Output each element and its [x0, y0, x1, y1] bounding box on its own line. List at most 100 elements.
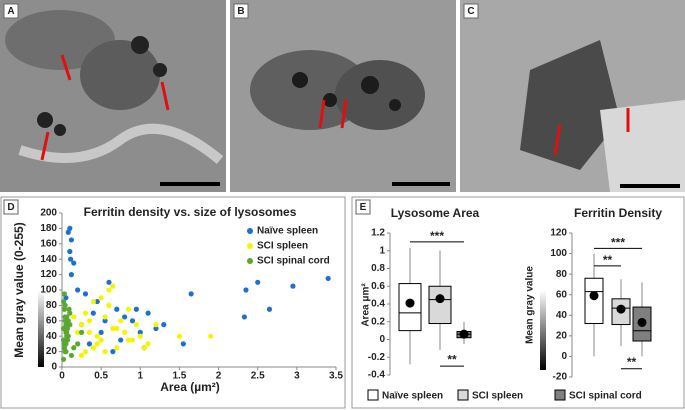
- x-tick-label: 3.5: [329, 371, 343, 382]
- chart-title: Lysosome Area: [391, 206, 480, 220]
- x-tick-label: 0.5: [94, 371, 108, 382]
- significance: **: [627, 355, 637, 369]
- point: [114, 306, 120, 312]
- panel-label: C: [467, 6, 474, 17]
- point: [66, 306, 72, 312]
- point: [153, 325, 159, 332]
- panel-d-frame: [0, 196, 346, 409]
- point: [75, 341, 81, 347]
- legend-swatch: [367, 389, 379, 401]
- point: [67, 310, 73, 316]
- point: [188, 291, 194, 297]
- y-tick-label: 0: [379, 334, 385, 345]
- point: [60, 356, 67, 362]
- point: [266, 306, 273, 312]
- micrograph-c: [460, 0, 685, 192]
- significance: ***: [611, 236, 625, 250]
- x-tick-label: 3: [294, 371, 300, 382]
- point: [62, 318, 68, 324]
- point: [94, 298, 100, 305]
- point: [106, 287, 112, 293]
- point: [61, 341, 67, 347]
- panel-label: A: [7, 6, 14, 17]
- x-tick-label: 1: [138, 371, 144, 382]
- point: [102, 349, 108, 355]
- point: [63, 329, 69, 335]
- legend-marker: [247, 258, 253, 264]
- y-tick-label: 0: [51, 362, 57, 373]
- y-tick-label: 0.8: [371, 263, 385, 274]
- point: [180, 341, 186, 347]
- y-tick-label: -20: [553, 372, 568, 383]
- legend-swatch: [554, 389, 566, 401]
- legend-marker: [247, 243, 253, 249]
- point: [67, 225, 73, 231]
- point: [62, 302, 68, 308]
- point: [290, 283, 296, 289]
- significance: **: [447, 352, 457, 366]
- point: [161, 322, 167, 328]
- significance: ***: [430, 229, 444, 243]
- panel-label-box: [355, 199, 371, 215]
- panel-label-box: [3, 3, 19, 19]
- micrograph-a: [0, 0, 226, 192]
- x-tick-label: 2: [216, 371, 222, 382]
- micrograph-b: [230, 0, 456, 192]
- point: [60, 337, 67, 343]
- x-axis-label: Area (µm²): [160, 380, 220, 394]
- y-tick-label: 120: [550, 228, 567, 239]
- point: [133, 306, 139, 312]
- x-tick-label: 1.5: [172, 371, 186, 382]
- point: [137, 333, 143, 339]
- point: [86, 341, 92, 347]
- panel-label-box: [3, 199, 19, 215]
- point: [61, 291, 67, 297]
- point: [122, 314, 128, 320]
- point: [110, 283, 116, 289]
- point: [243, 287, 249, 293]
- point: [110, 349, 116, 355]
- point: [94, 341, 100, 347]
- mean: [405, 298, 415, 308]
- y-tick-label: 100: [550, 248, 567, 259]
- gray-scale-bar: [38, 290, 44, 367]
- point: [176, 333, 183, 339]
- point: [241, 314, 248, 320]
- point: [64, 337, 71, 343]
- legend-label: SCI spleen: [472, 391, 523, 402]
- panel-label: B: [237, 6, 244, 17]
- point: [102, 314, 108, 320]
- y-tick-label: -0.2: [368, 352, 386, 363]
- point: [125, 306, 132, 312]
- y-axis-label: Mean gray value (0-255): [12, 222, 26, 357]
- y-tick-label: 1: [379, 245, 385, 256]
- y-tick-label: 60: [556, 289, 568, 300]
- legend-label: SCI spleen: [257, 241, 308, 252]
- y-tick-label: 80: [556, 269, 568, 280]
- point: [122, 329, 128, 335]
- y-tick-label: 120: [40, 269, 57, 280]
- y-tick-label: 20: [556, 330, 568, 341]
- point: [78, 322, 85, 328]
- point: [82, 349, 89, 355]
- y-tick-label: 1.2: [371, 228, 385, 239]
- point: [68, 237, 74, 243]
- mean: [435, 294, 445, 304]
- point: [63, 349, 69, 355]
- chart-title: Ferritin density vs. size of lysosomes: [84, 205, 297, 219]
- legend-label: SCI spinal cord: [569, 391, 642, 402]
- point: [129, 337, 136, 343]
- x-tick-label: 2.5: [251, 371, 265, 382]
- point: [125, 337, 132, 343]
- point: [86, 318, 92, 324]
- point: [71, 260, 77, 266]
- box: [584, 277, 604, 325]
- legend-label: SCI spinal cord: [257, 256, 330, 267]
- point: [90, 345, 96, 351]
- y-tick-label: 140: [40, 254, 57, 265]
- point: [114, 345, 120, 351]
- point: [78, 329, 85, 335]
- point: [75, 287, 81, 293]
- point: [65, 333, 71, 339]
- panel-label: D: [7, 202, 14, 213]
